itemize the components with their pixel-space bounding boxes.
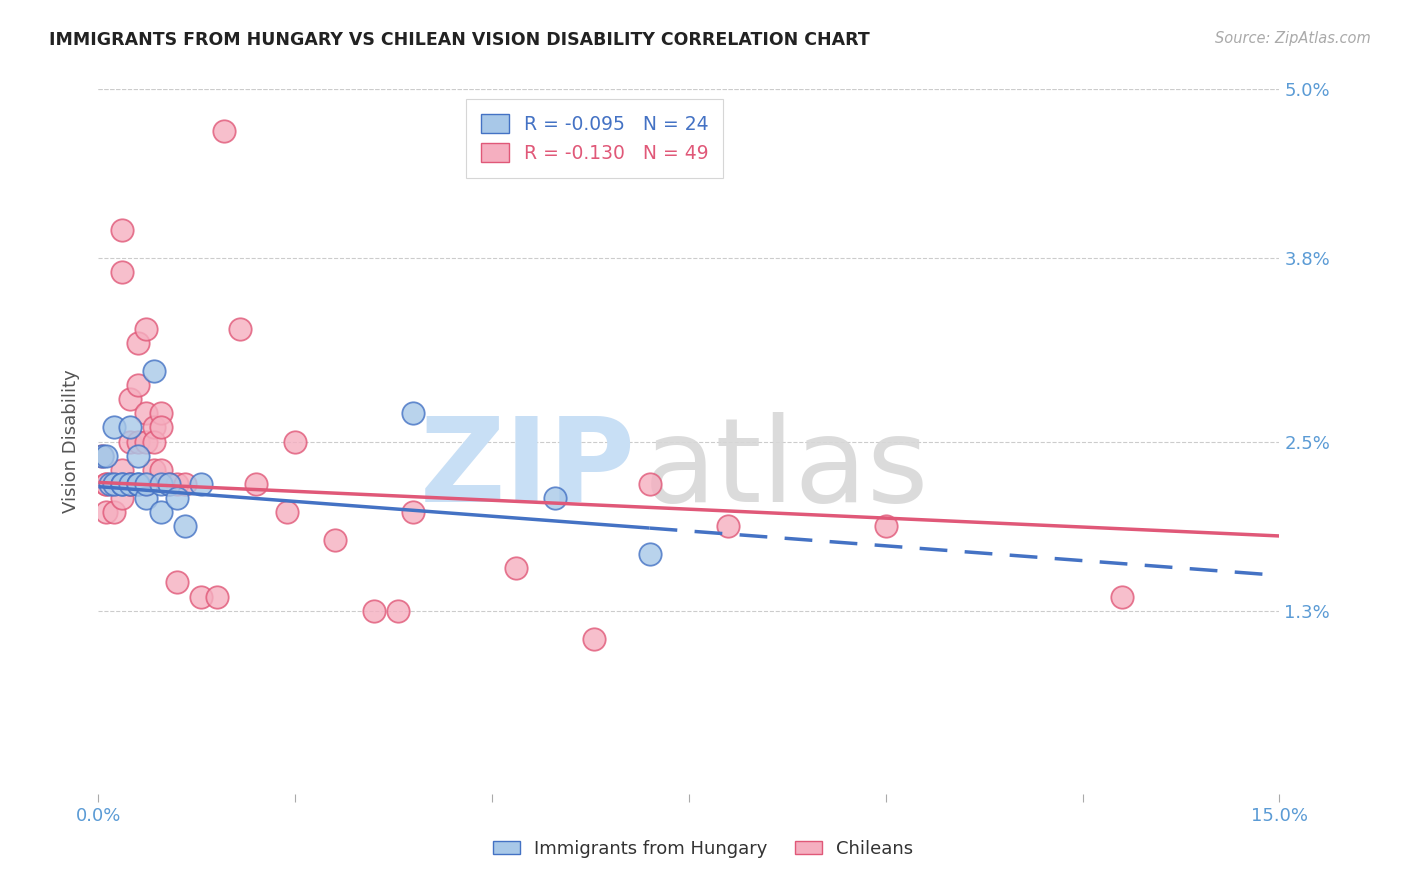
- Point: [118, 434, 141, 449]
- Point: [96, 476, 118, 491]
- Point: [157, 476, 180, 491]
- Point: [142, 420, 165, 434]
- Point: [127, 449, 149, 463]
- Point: [166, 476, 188, 491]
- Point: [505, 561, 527, 575]
- Point: [118, 420, 141, 434]
- Text: ZIP: ZIP: [420, 412, 636, 527]
- Point: [142, 434, 165, 449]
- Point: [638, 547, 661, 561]
- Point: [118, 476, 141, 491]
- Point: [150, 463, 173, 477]
- Point: [111, 223, 134, 237]
- Point: [1111, 590, 1133, 604]
- Point: [875, 519, 897, 533]
- Point: [111, 476, 134, 491]
- Point: [135, 491, 157, 505]
- Point: [111, 463, 134, 477]
- Point: [150, 420, 173, 434]
- Point: [118, 476, 141, 491]
- Point: [103, 476, 125, 491]
- Point: [205, 590, 228, 604]
- Point: [402, 505, 425, 519]
- Point: [135, 406, 157, 420]
- Point: [214, 124, 236, 138]
- Point: [402, 406, 425, 420]
- Point: [142, 364, 165, 378]
- Text: IMMIGRANTS FROM HUNGARY VS CHILEAN VISION DISABILITY CORRELATION CHART: IMMIGRANTS FROM HUNGARY VS CHILEAN VISIO…: [49, 31, 870, 49]
- Point: [638, 476, 661, 491]
- Point: [150, 505, 173, 519]
- Point: [544, 491, 567, 505]
- Point: [363, 604, 385, 618]
- Text: atlas: atlas: [644, 412, 929, 527]
- Point: [111, 491, 134, 505]
- Point: [276, 505, 298, 519]
- Point: [103, 505, 125, 519]
- Point: [166, 491, 188, 505]
- Point: [91, 449, 114, 463]
- Point: [135, 476, 157, 491]
- Point: [157, 476, 180, 491]
- Point: [229, 322, 252, 336]
- Legend: R = -0.095   N = 24, R = -0.130   N = 49: R = -0.095 N = 24, R = -0.130 N = 49: [465, 99, 723, 178]
- Point: [96, 476, 118, 491]
- Point: [127, 378, 149, 392]
- Point: [190, 476, 212, 491]
- Point: [150, 406, 173, 420]
- Point: [142, 463, 165, 477]
- Point: [174, 476, 197, 491]
- Point: [190, 590, 212, 604]
- Point: [98, 476, 121, 491]
- Point: [717, 519, 740, 533]
- Point: [127, 434, 149, 449]
- Point: [135, 322, 157, 336]
- Point: [245, 476, 267, 491]
- Point: [118, 392, 141, 407]
- Point: [111, 476, 134, 491]
- Point: [387, 604, 409, 618]
- Point: [96, 449, 118, 463]
- Point: [135, 476, 157, 491]
- Point: [111, 265, 134, 279]
- Point: [135, 434, 157, 449]
- Point: [91, 449, 114, 463]
- Point: [96, 505, 118, 519]
- Legend: Immigrants from Hungary, Chileans: Immigrants from Hungary, Chileans: [485, 833, 921, 865]
- Point: [284, 434, 307, 449]
- Point: [127, 335, 149, 350]
- Point: [150, 476, 173, 491]
- Point: [103, 476, 125, 491]
- Point: [127, 476, 149, 491]
- Text: Source: ZipAtlas.com: Source: ZipAtlas.com: [1215, 31, 1371, 46]
- Y-axis label: Vision Disability: Vision Disability: [62, 369, 80, 514]
- Point: [103, 476, 125, 491]
- Point: [103, 420, 125, 434]
- Point: [174, 519, 197, 533]
- Point: [127, 476, 149, 491]
- Point: [323, 533, 346, 548]
- Point: [166, 575, 188, 590]
- Point: [583, 632, 606, 646]
- Point: [118, 476, 141, 491]
